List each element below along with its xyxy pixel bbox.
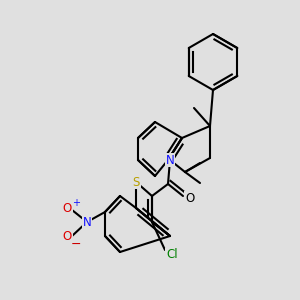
Text: Cl: Cl bbox=[166, 248, 178, 262]
Text: N: N bbox=[166, 154, 174, 166]
Text: +: + bbox=[72, 198, 80, 208]
Text: S: S bbox=[132, 176, 140, 188]
Text: O: O bbox=[185, 191, 195, 205]
Text: O: O bbox=[62, 230, 72, 244]
Text: −: − bbox=[71, 238, 81, 250]
Text: O: O bbox=[62, 202, 72, 215]
Text: N: N bbox=[82, 215, 91, 229]
